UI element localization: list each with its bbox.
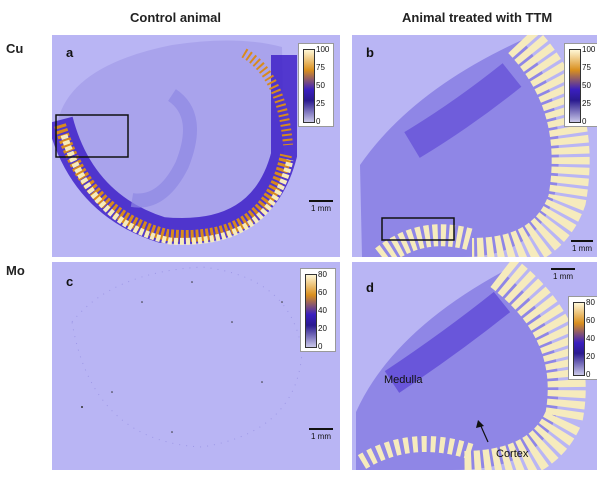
- panel-c-mo-control: c 80 60 40 20 0 1 mm: [52, 262, 340, 470]
- scale-bar-d: 1 mm: [548, 268, 578, 281]
- column-header-control: Control animal: [130, 10, 222, 25]
- scale-bar-b: 1 mm: [568, 240, 596, 253]
- kidney-section-image: [360, 35, 590, 257]
- cortex-label: Cortex: [496, 448, 529, 460]
- panel-a-cu-control: a 100 75 50 25 0 1 mm: [52, 35, 340, 257]
- kidney-section-image: [52, 40, 297, 245]
- cu-colorbar-treated: 100 75 50 25 0: [564, 43, 597, 127]
- zoom-region-box: [381, 217, 455, 241]
- panel-d-mo-treated: d 80 60 40 20 0 1 mm Medulla Cortex: [352, 262, 597, 470]
- panel-label-b: b: [366, 45, 374, 60]
- mo-colorbar-treated: 80 60 40 20 0: [568, 296, 597, 380]
- panel-label-a: a: [66, 45, 74, 60]
- row-header-mo: Mo: [6, 263, 25, 278]
- panel-label-d: d: [366, 280, 374, 295]
- column-header-treated: Animal treated with TTM: [402, 10, 553, 25]
- kidney-section-image: [356, 262, 586, 470]
- medulla-label: Medulla: [384, 374, 423, 386]
- mo-colorbar-control: 80 60 40 20 0: [300, 268, 336, 352]
- zoom-region-box: [55, 114, 129, 158]
- panel-b-cu-treated: b 100 75 50 25 0 1 mm: [352, 35, 597, 257]
- cu-colorbar-control: 100 75 50 25 0: [298, 43, 334, 127]
- scale-bar-c: 1 mm: [306, 428, 336, 441]
- panel-label-c: c: [66, 274, 74, 289]
- row-header-cu: Cu: [6, 41, 24, 56]
- scale-bar-a: 1 mm: [306, 200, 336, 213]
- kidney-section-image: [71, 266, 303, 448]
